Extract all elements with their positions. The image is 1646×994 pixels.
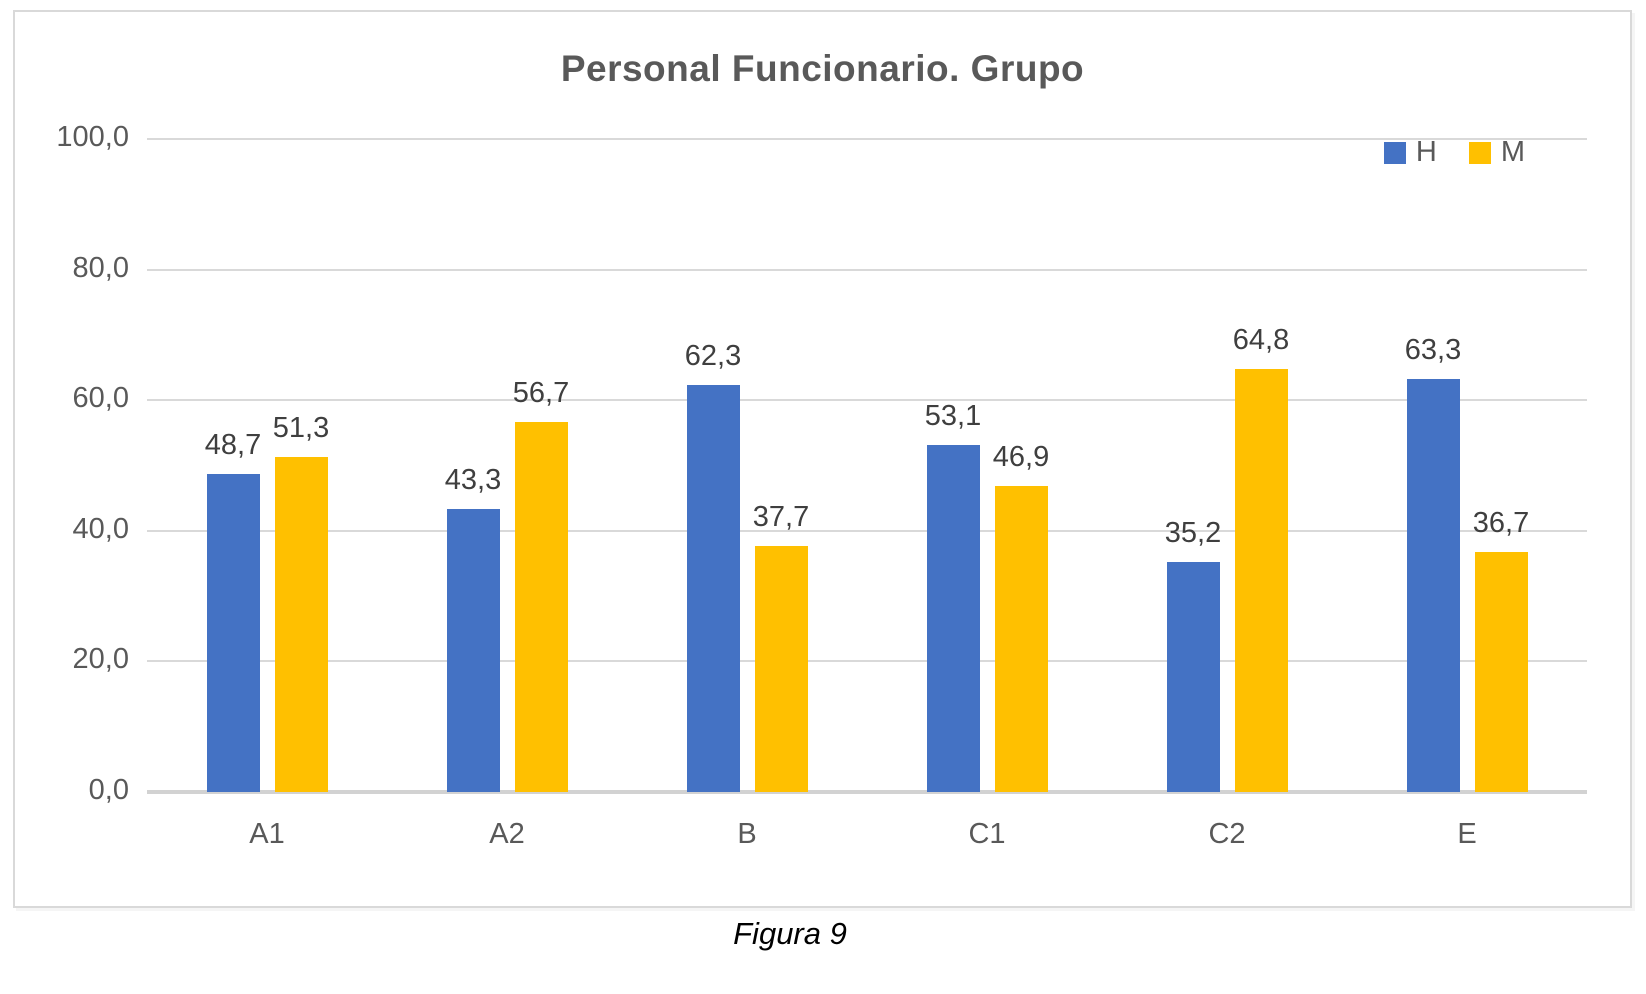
y-axis-tick-label: 0,0	[88, 774, 129, 806]
bar-slot: 53,1	[924, 139, 982, 792]
bar-M-C1	[994, 485, 1048, 792]
bar-H-A1	[206, 474, 260, 792]
gridline	[147, 138, 1587, 140]
bar-value-label: 36,7	[1472, 507, 1530, 540]
bar-M-A2	[514, 421, 568, 792]
bar-slot: 64,8	[1232, 139, 1290, 792]
bars-layer: 48,7 51,3 43,3 56,7 62,3 37,7 53,1 46,9 35,2 64,8…	[147, 139, 1587, 792]
bar-group-C1: 53,1 46,9	[867, 139, 1107, 792]
x-axis-category-label: A2	[489, 818, 525, 850]
y-axis-tick-label: 60,0	[72, 382, 129, 415]
y-axis-tick-label: 100,0	[56, 121, 129, 153]
bar-M-A1	[274, 457, 328, 792]
y-axis-tick-label: 80,0	[72, 251, 129, 284]
bar-group-A1: 48,7 51,3	[147, 139, 387, 792]
bar-group-C2: 35,2 64,8	[1107, 139, 1347, 792]
legend-label: H	[1415, 136, 1437, 168]
bar-slot: 63,3	[1404, 139, 1462, 792]
gridline	[147, 399, 1587, 402]
bar-slot: 51,3	[272, 139, 330, 792]
bar-M-B	[754, 545, 808, 792]
bar-value-label: 56,7	[512, 376, 570, 409]
bar-slot: 36,7	[1472, 139, 1530, 792]
legend-swatch-icon	[1383, 141, 1406, 164]
gridline	[147, 660, 1587, 663]
bar-value-label: 51,3	[272, 412, 330, 445]
bar-value-label: 62,3	[684, 340, 742, 373]
bar-H-A2	[446, 509, 500, 792]
bar-M-E	[1474, 552, 1528, 792]
bar-group-A2: 43,3 56,7	[387, 139, 627, 792]
bar-value-label: 46,9	[992, 440, 1050, 473]
x-axis-category-label: E	[1457, 818, 1477, 850]
bar-slot: 35,2	[1164, 139, 1222, 792]
x-axis-category-label: C2	[1208, 818, 1246, 850]
bar-slot: 46,9	[992, 139, 1050, 792]
bar-slot: 43,3	[444, 139, 502, 792]
y-axis-tick-label: 20,0	[72, 643, 129, 676]
gridline	[147, 268, 1587, 271]
bar-H-C2	[1166, 562, 1220, 792]
bar-H-B	[686, 385, 740, 792]
gridline	[147, 529, 1587, 532]
bar-slot: 48,7	[204, 139, 262, 792]
bar-slot: 37,7	[752, 139, 810, 792]
legend-item-M: M	[1468, 136, 1525, 169]
bar-value-label: 43,3	[444, 464, 502, 497]
bar-group-B: 62,3 37,7	[627, 139, 867, 792]
bar-group-E: 63,3 36,7	[1347, 139, 1587, 792]
legend-swatch-icon	[1468, 141, 1491, 164]
bar-slot: 56,7	[512, 139, 570, 792]
bar-H-E	[1406, 378, 1460, 792]
bar-M-C2	[1234, 368, 1288, 792]
bar-slot: 62,3	[684, 139, 742, 792]
bar-value-label: 64,8	[1232, 323, 1290, 356]
figure-caption: Figura 9	[733, 916, 847, 951]
bar-value-label: 63,3	[1404, 333, 1462, 366]
legend-item-H: H	[1383, 136, 1437, 169]
bar-value-label: 37,7	[752, 500, 810, 533]
legend-label: M	[1500, 136, 1525, 168]
x-axis-category-label: A1	[249, 818, 285, 850]
bar-value-label: 48,7	[204, 429, 262, 461]
y-axis-tick-label: 40,0	[72, 512, 129, 545]
chart-title: Personal Funcionario. Grupo	[560, 48, 1085, 89]
x-axis-category-label: C1	[968, 818, 1006, 850]
x-axis-labels: A1 A2 B C1 C2 E	[147, 818, 1587, 851]
bar-value-label: 35,2	[1164, 517, 1222, 550]
x-axis-category-label: B	[737, 818, 757, 850]
bar-value-label: 53,1	[924, 400, 982, 433]
x-axis-line	[147, 790, 1587, 794]
bar-H-C1	[926, 445, 980, 792]
